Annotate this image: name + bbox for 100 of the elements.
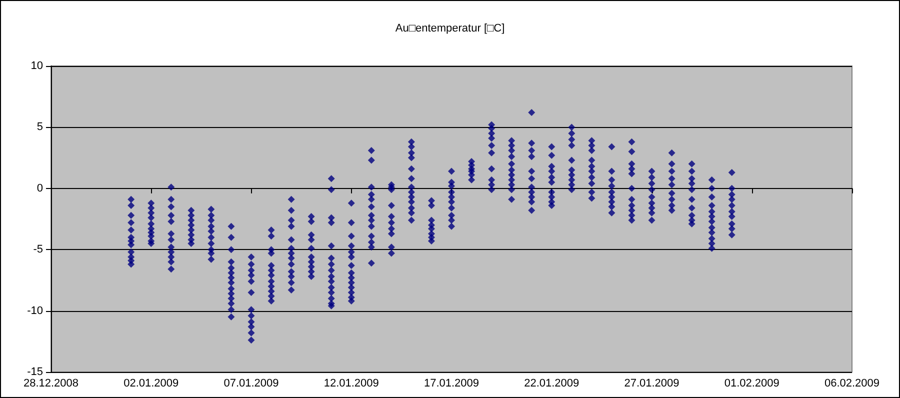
point (568, 124, 576, 131)
point (248, 329, 255, 336)
point (408, 165, 415, 172)
point (728, 213, 736, 220)
point (488, 134, 496, 142)
point (688, 175, 696, 182)
point (668, 190, 676, 197)
point (548, 202, 556, 210)
point (128, 202, 135, 210)
point (288, 260, 295, 268)
point (248, 266, 255, 274)
point (388, 230, 395, 238)
point (428, 202, 435, 210)
point (648, 174, 656, 181)
point (588, 180, 596, 188)
point (508, 153, 516, 160)
point (728, 168, 736, 176)
point (688, 186, 696, 194)
point (628, 148, 636, 156)
point (728, 184, 736, 192)
point (608, 193, 616, 200)
point (568, 130, 576, 137)
point (368, 146, 375, 154)
point (348, 284, 355, 292)
x-tick-label: 07.01.2009 (224, 378, 279, 390)
point (568, 142, 576, 150)
point (628, 138, 636, 146)
point (588, 174, 596, 181)
point (148, 204, 155, 212)
point (688, 160, 696, 168)
point (128, 226, 135, 234)
point (708, 240, 716, 247)
point (348, 219, 355, 226)
point (268, 266, 275, 274)
point (448, 182, 455, 190)
point (348, 200, 355, 207)
point (288, 268, 295, 276)
point (688, 180, 696, 188)
point (268, 298, 275, 305)
point (308, 213, 315, 220)
point (588, 146, 596, 154)
point (168, 218, 175, 225)
point (648, 204, 656, 212)
point (128, 248, 135, 256)
point (228, 290, 235, 298)
point (588, 168, 596, 175)
point (408, 209, 415, 216)
point (288, 196, 295, 203)
point (208, 216, 215, 224)
point (708, 218, 716, 225)
point (648, 200, 656, 207)
x-tick-label: 02.01.2009 (124, 378, 179, 390)
point (268, 292, 275, 300)
point (208, 250, 215, 257)
point (228, 313, 235, 320)
point (288, 236, 295, 244)
point (168, 248, 175, 256)
point (208, 228, 215, 235)
point (228, 306, 235, 314)
point (628, 160, 636, 168)
point (128, 241, 135, 248)
point (528, 153, 536, 160)
point (588, 188, 596, 196)
chart-title: Au□entemperatur [□C] (395, 22, 505, 34)
point (328, 295, 335, 302)
point (208, 206, 215, 213)
point (308, 263, 315, 270)
point (588, 137, 596, 144)
point (448, 198, 455, 206)
x-tick-label: 22.01.2009 (524, 378, 580, 390)
point (148, 232, 155, 240)
point (128, 212, 135, 219)
point (448, 204, 455, 212)
point (228, 295, 235, 302)
point (248, 288, 255, 296)
point (288, 206, 295, 214)
point (328, 302, 335, 310)
point (328, 254, 335, 262)
point (348, 279, 355, 286)
point (528, 168, 536, 175)
point (408, 175, 415, 182)
point (628, 206, 636, 214)
point (708, 244, 716, 252)
point (168, 244, 175, 251)
point (728, 191, 736, 198)
point (308, 236, 315, 244)
point (208, 234, 215, 241)
point (348, 242, 355, 250)
point (368, 156, 375, 164)
point (168, 184, 175, 191)
point (388, 250, 395, 257)
point (168, 196, 175, 203)
point (428, 216, 435, 224)
point (348, 253, 355, 260)
point (528, 184, 536, 191)
point (448, 168, 455, 175)
point (628, 170, 636, 178)
point (648, 180, 656, 188)
x-tick-label: 27.01.2009 (624, 378, 680, 390)
point (228, 300, 235, 307)
